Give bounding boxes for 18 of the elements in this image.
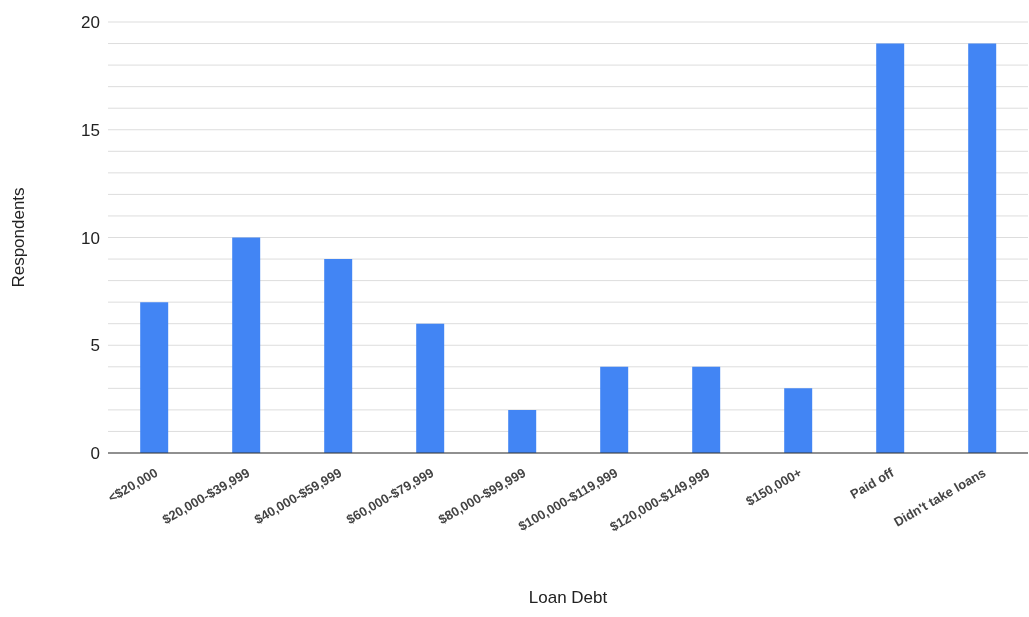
x-axis-title: Loan Debt [528,588,608,607]
y-tick-label: 15 [81,120,100,140]
bar [968,43,997,453]
bar [232,237,261,453]
bar [784,388,813,453]
bar [692,366,721,453]
bar [416,323,445,453]
y-tick-label: 10 [81,228,100,248]
bar [140,302,169,453]
bar [508,409,537,453]
bar [600,366,629,453]
y-tick-label: 0 [90,444,100,464]
y-tick-label: 20 [81,13,100,33]
bar [876,43,905,453]
y-axis-title: Respondents [9,187,29,288]
y-tick-label: 5 [90,336,100,356]
x-tick-label: Paid off [847,464,897,502]
bar [324,259,353,453]
